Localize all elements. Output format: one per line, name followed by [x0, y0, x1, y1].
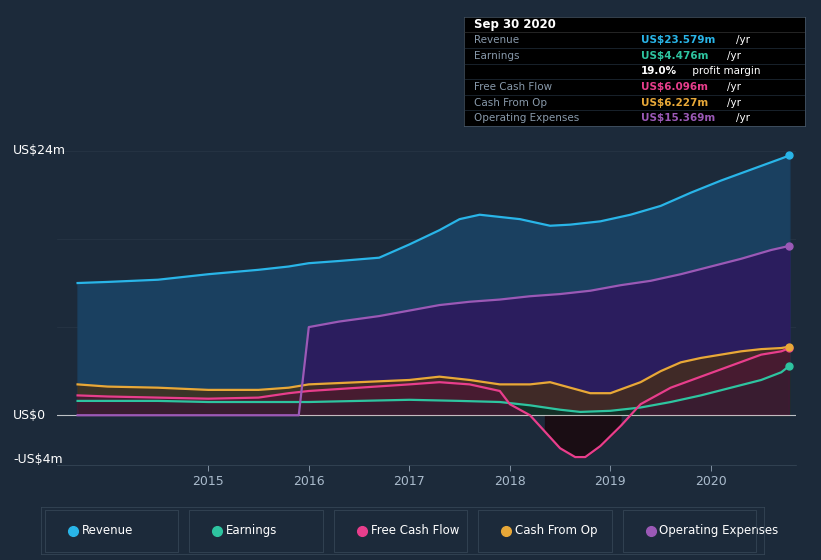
Text: -US$4m: -US$4m: [13, 453, 62, 466]
Text: Revenue: Revenue: [474, 35, 519, 45]
Text: US$6.227m: US$6.227m: [641, 97, 709, 108]
Text: Operating Expenses: Operating Expenses: [474, 113, 580, 123]
Text: Sep 30 2020: Sep 30 2020: [474, 18, 556, 31]
Text: 19.0%: 19.0%: [641, 67, 677, 76]
Text: Free Cash Flow: Free Cash Flow: [370, 524, 459, 537]
Text: Revenue: Revenue: [81, 524, 133, 537]
Text: Cash From Op: Cash From Op: [515, 524, 598, 537]
Text: US$23.579m: US$23.579m: [641, 35, 715, 45]
Text: US$6.096m: US$6.096m: [641, 82, 708, 92]
Text: Earnings: Earnings: [474, 51, 520, 61]
Text: /yr: /yr: [727, 97, 741, 108]
Text: US$0: US$0: [13, 409, 46, 422]
Text: Cash From Op: Cash From Op: [474, 97, 547, 108]
Text: /yr: /yr: [727, 82, 741, 92]
Text: Free Cash Flow: Free Cash Flow: [474, 82, 553, 92]
Text: US$24m: US$24m: [13, 144, 67, 157]
Text: Operating Expenses: Operating Expenses: [659, 524, 779, 537]
Text: /yr: /yr: [727, 51, 741, 61]
Text: profit margin: profit margin: [689, 67, 760, 76]
Text: Earnings: Earnings: [226, 524, 277, 537]
Text: /yr: /yr: [736, 113, 750, 123]
Text: US$4.476m: US$4.476m: [641, 51, 709, 61]
Text: US$15.369m: US$15.369m: [641, 113, 715, 123]
Text: /yr: /yr: [736, 35, 750, 45]
